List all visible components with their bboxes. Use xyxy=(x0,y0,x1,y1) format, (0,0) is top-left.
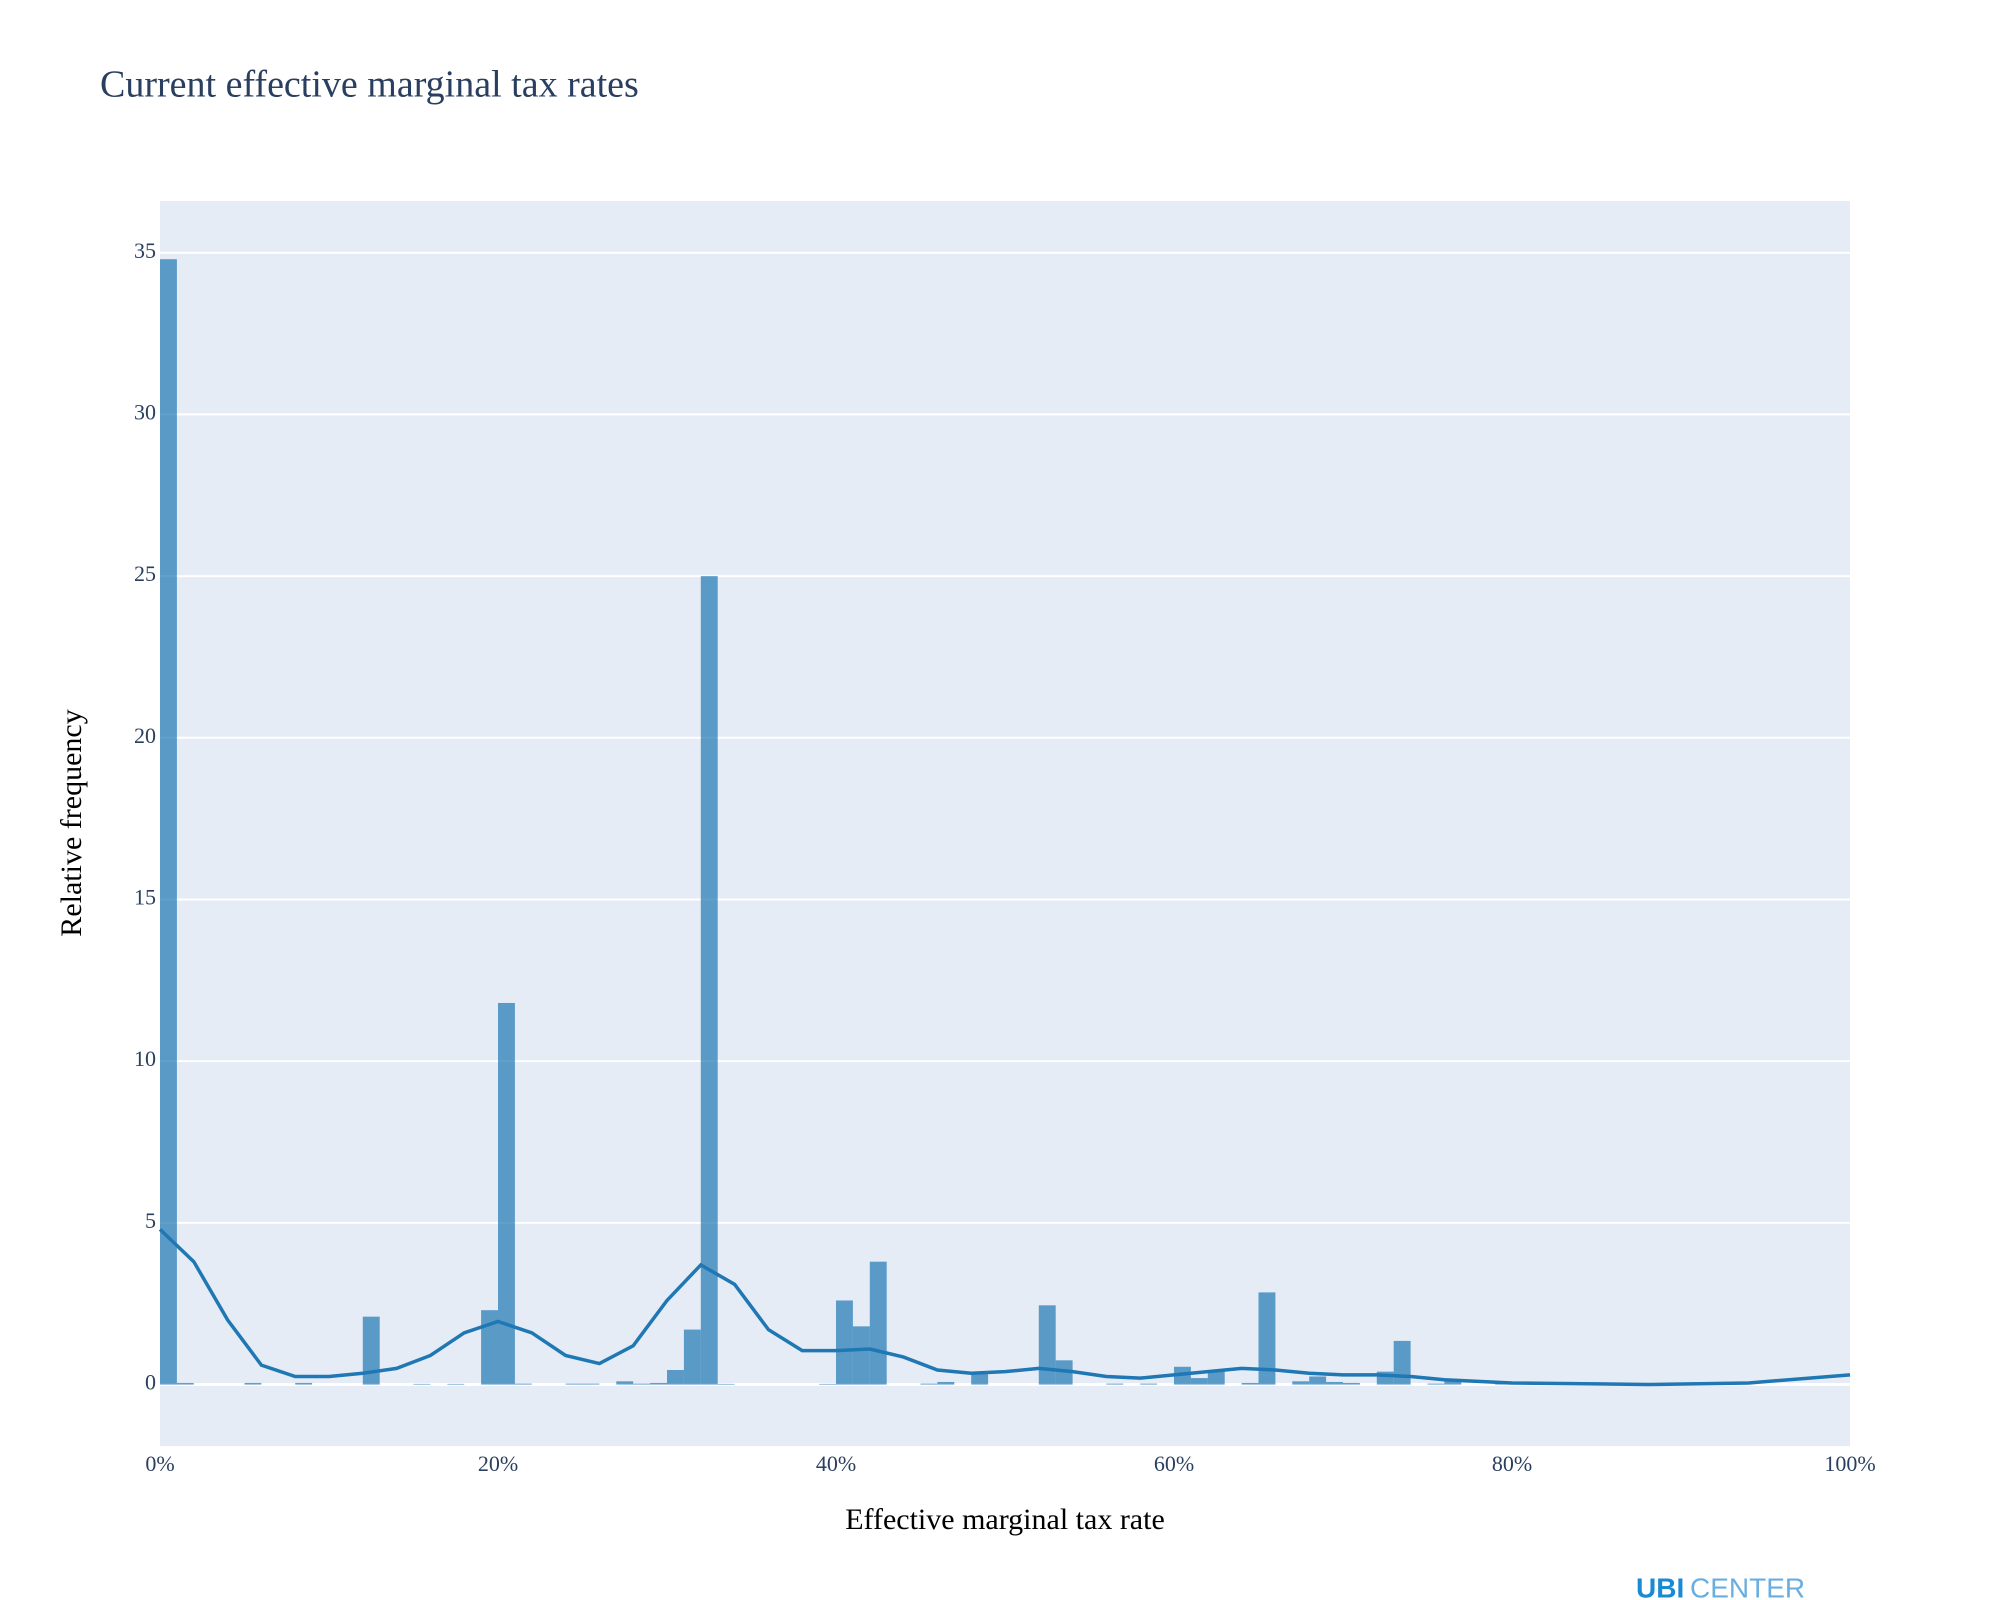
y-tick-label: 20 xyxy=(134,723,156,748)
bar xyxy=(633,1383,651,1385)
y-tick-label: 25 xyxy=(134,561,156,586)
bar xyxy=(176,1382,194,1385)
x-tick-label: 60% xyxy=(1154,1451,1194,1476)
bar xyxy=(1326,1381,1343,1385)
bar xyxy=(700,576,718,1385)
logo-light: CENTER xyxy=(1690,1572,1805,1600)
bar xyxy=(582,1383,600,1385)
bar xyxy=(160,259,177,1385)
density-line xyxy=(158,1228,1851,1387)
logo-bold: UBI xyxy=(1636,1572,1684,1600)
bar xyxy=(819,1383,836,1385)
x-tick-label: 100% xyxy=(1824,1451,1875,1476)
y-tick-label: 35 xyxy=(134,238,156,263)
x-tick-label: 20% xyxy=(478,1451,518,1476)
bar xyxy=(362,1316,380,1385)
y-tick-label: 10 xyxy=(134,1046,156,1071)
bar xyxy=(971,1371,989,1385)
bar xyxy=(1444,1381,1462,1385)
bar xyxy=(1038,1305,1056,1385)
bar xyxy=(514,1383,532,1385)
x-tick-label: 40% xyxy=(816,1451,856,1476)
bar xyxy=(650,1382,667,1385)
y-tick-label: 30 xyxy=(134,399,156,424)
bar xyxy=(1343,1382,1360,1385)
bar xyxy=(920,1383,938,1385)
bar xyxy=(1140,1383,1158,1385)
bar xyxy=(481,1310,498,1385)
bar xyxy=(1427,1383,1445,1385)
bar xyxy=(1106,1383,1124,1385)
bar xyxy=(1309,1376,1327,1385)
y-tick-label: 5 xyxy=(145,1208,156,1233)
bar xyxy=(852,1326,870,1385)
bar xyxy=(1292,1381,1310,1385)
bar xyxy=(869,1261,887,1385)
y-tick-label: 0 xyxy=(145,1370,156,1395)
bar xyxy=(616,1381,634,1385)
bar xyxy=(295,1382,313,1385)
y-tick-label: 15 xyxy=(134,885,156,910)
bar xyxy=(1190,1378,1208,1385)
bar xyxy=(1241,1382,1259,1385)
x-tick-label: 0% xyxy=(145,1451,174,1476)
bar xyxy=(1207,1370,1225,1385)
plot-background xyxy=(160,201,1850,1446)
bar xyxy=(683,1329,701,1385)
x-axis-title: Effective marginal tax rate xyxy=(845,1503,1165,1536)
y-axis-title: Relative frequency xyxy=(55,709,88,936)
bar xyxy=(565,1383,583,1385)
bar xyxy=(244,1382,262,1385)
bar xyxy=(836,1300,853,1385)
bar xyxy=(498,1002,515,1385)
bar xyxy=(667,1370,684,1385)
bar xyxy=(447,1383,465,1385)
x-tick-label: 80% xyxy=(1492,1451,1532,1476)
bar xyxy=(717,1383,735,1385)
bar xyxy=(413,1383,431,1385)
bar xyxy=(1393,1340,1411,1385)
chart-title: Current effective marginal tax rates xyxy=(100,64,639,106)
bar xyxy=(1258,1292,1276,1385)
bar xyxy=(937,1381,955,1385)
